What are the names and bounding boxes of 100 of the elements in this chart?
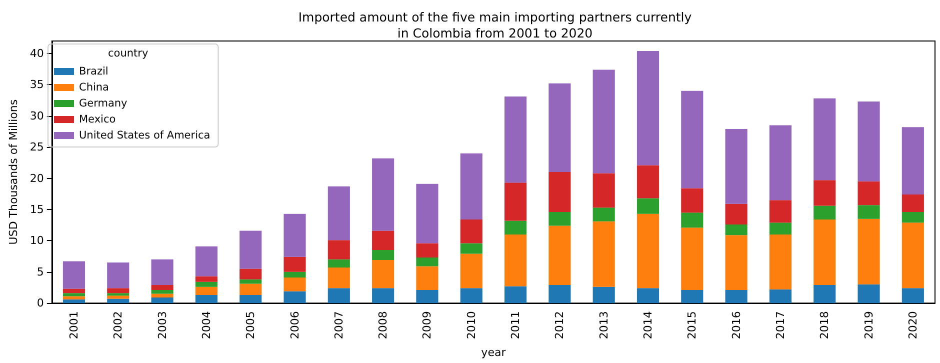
bar [814, 219, 836, 286]
bar [328, 268, 350, 288]
bar [416, 184, 438, 244]
bar [240, 279, 262, 284]
bar [769, 234, 792, 290]
bar [548, 285, 571, 304]
bar [592, 70, 615, 174]
bar [328, 288, 350, 304]
bar [460, 219, 482, 244]
bar [769, 222, 792, 234]
x-tick-label: 2011 [509, 311, 522, 340]
bar [240, 230, 262, 269]
bar [902, 194, 924, 212]
bar [725, 224, 748, 236]
bar [151, 259, 174, 286]
x-axis-title: year [481, 346, 506, 359]
legend-label: Germany [79, 98, 128, 110]
bar [195, 294, 218, 304]
bar [151, 294, 174, 298]
y-tick-label: 15 [30, 202, 44, 216]
bar [814, 206, 836, 220]
bar [725, 290, 748, 304]
bar [504, 286, 527, 304]
bar [107, 293, 130, 296]
x-tick-label: 2014 [641, 311, 654, 340]
bar [548, 212, 571, 226]
bar [195, 286, 218, 295]
bar [460, 153, 482, 220]
bar [814, 98, 836, 180]
bar [372, 158, 394, 231]
bar [416, 266, 438, 290]
bar [858, 102, 880, 182]
bar [460, 288, 482, 304]
bar [62, 288, 86, 294]
bar [902, 127, 924, 195]
bar [769, 200, 792, 223]
bar [416, 243, 438, 258]
x-tick-label: 2001 [67, 311, 80, 340]
bar [62, 296, 86, 300]
x-tick-label: 2016 [730, 311, 743, 340]
bar [372, 288, 394, 304]
bar [636, 214, 660, 288]
bar [240, 268, 262, 280]
bar [592, 208, 615, 222]
bar [858, 181, 880, 206]
y-tick-label: 25 [30, 140, 44, 154]
bar [814, 180, 836, 206]
bar [284, 278, 306, 292]
y-tick-label: 30 [30, 109, 44, 122]
chart-title: Imported amount of the five main importing partners currently in Colombia from 2001 to 2020 [298, 10, 692, 40]
legend-label: Brazil [79, 66, 108, 78]
y-tick-label: 35 [30, 78, 44, 92]
bar [769, 289, 792, 304]
bar [592, 221, 615, 287]
bar [681, 290, 704, 304]
bar [240, 294, 262, 304]
x-tick-label: 2018 [818, 311, 832, 340]
y-tick-label: 10 [30, 234, 44, 248]
bar [725, 235, 748, 290]
bar [548, 226, 571, 286]
bar [416, 290, 438, 304]
bar [460, 243, 482, 254]
x-tick-label: 2002 [112, 311, 125, 340]
bar [328, 186, 350, 240]
bar [151, 285, 174, 290]
bar [902, 212, 924, 223]
bar [681, 228, 704, 290]
bar [372, 260, 394, 288]
y-tick-label: 5 [36, 265, 44, 278]
legend-label: Mexico [79, 114, 116, 126]
x-tick-label: 2008 [376, 311, 390, 340]
x-tick-label: 2009 [420, 311, 434, 340]
bar [504, 220, 527, 234]
bar [151, 290, 174, 294]
legend-label: United States of America [79, 130, 210, 142]
bar [548, 83, 571, 172]
bar [107, 262, 130, 288]
bar [858, 205, 880, 219]
bar [592, 173, 615, 208]
bar [504, 182, 527, 221]
bar [681, 188, 704, 213]
bar [107, 296, 130, 299]
bar [372, 230, 394, 250]
y-axis-title: USD Thousands of Millions [7, 99, 20, 245]
bar [858, 218, 880, 284]
bar [62, 261, 86, 289]
bar [195, 282, 218, 287]
legend-title: country [108, 48, 148, 60]
y-tick-label: 20 [30, 172, 44, 185]
bar [725, 204, 748, 224]
bar [858, 284, 880, 304]
bar [460, 254, 482, 288]
bar [284, 214, 306, 257]
bar [195, 246, 218, 276]
bar [636, 198, 660, 214]
bar [328, 259, 350, 268]
bar [62, 293, 86, 296]
bar [151, 297, 174, 304]
bar [814, 285, 836, 304]
bar [769, 125, 792, 200]
